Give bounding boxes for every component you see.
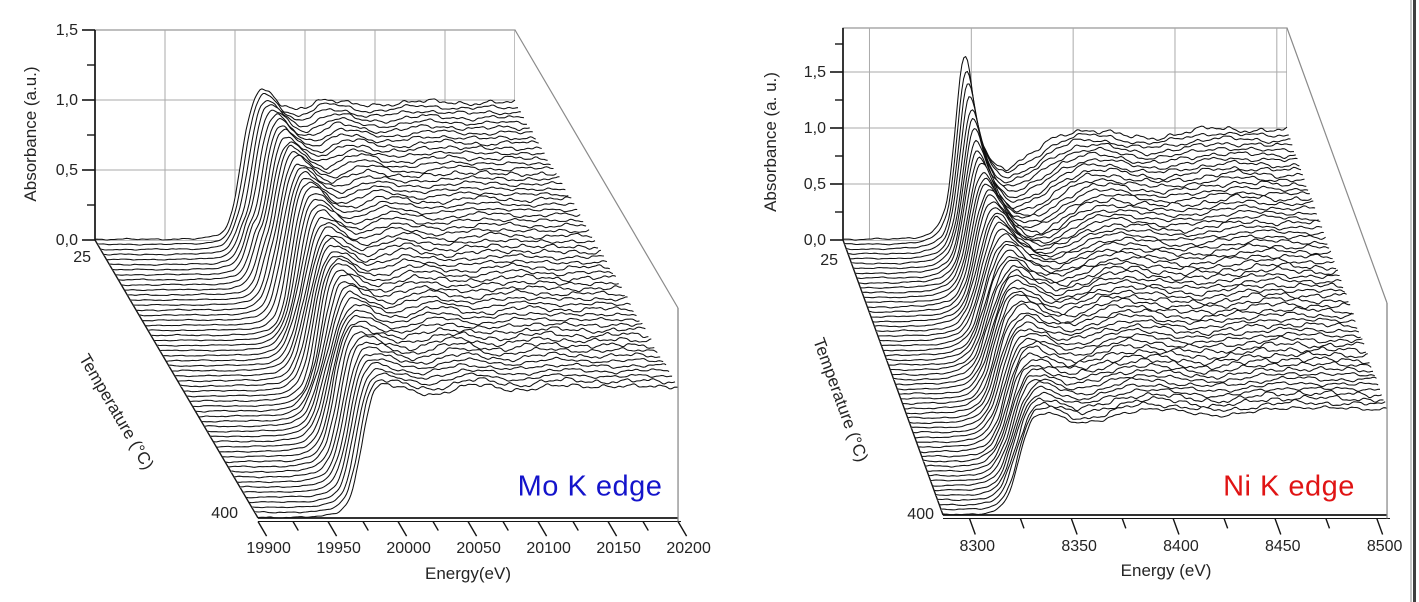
window-border-dark xyxy=(1413,0,1416,602)
window-border-light xyxy=(1410,0,1412,602)
